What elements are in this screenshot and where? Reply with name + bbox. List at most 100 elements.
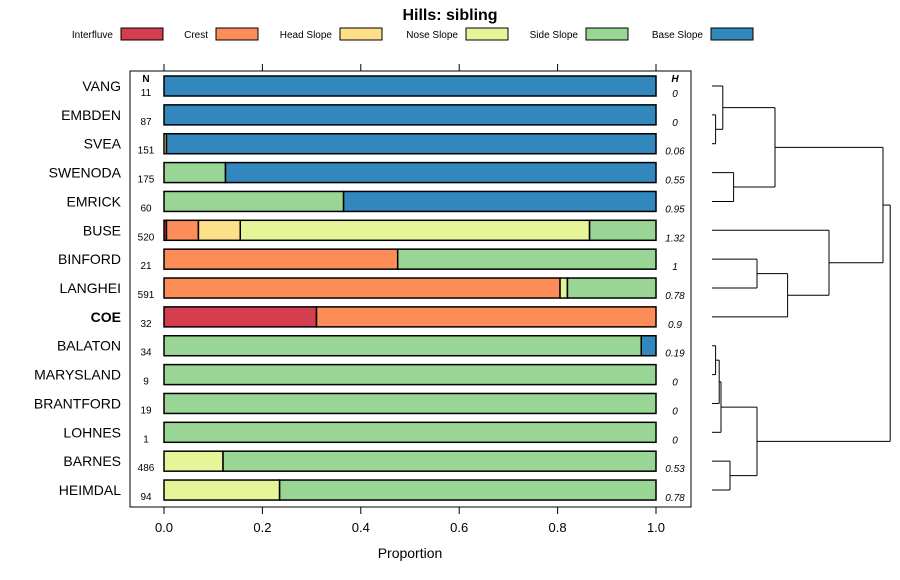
h-header: H (671, 74, 679, 85)
legend-swatch-crest (215, 27, 259, 41)
h-label-emrick: 0.95 (665, 204, 685, 215)
category-label-emrick: EMRICK (67, 193, 122, 209)
bar-buse-side-slope (588, 219, 657, 242)
bar-barnes-side-slope (222, 450, 657, 472)
category-label-barnes: BARNES (63, 453, 121, 469)
x-tick-label-2: 0.4 (352, 520, 370, 535)
bar-langhei-side-slope (566, 277, 657, 299)
n-label-brantford: 19 (140, 405, 152, 416)
category-labels: VANG EMBDEN SVEA SWENODA EMRICK BUSE BINFORD LA… (34, 78, 122, 498)
category-label-lohnes: LOHNES (63, 424, 121, 440)
legend-swatch-base-slope (710, 27, 754, 41)
h-label-heimdal: 0.78 (665, 493, 685, 504)
h-label-brantford: 0 (672, 406, 678, 417)
bar-vang-base-slope (163, 75, 657, 97)
n-label-barnes: 486 (138, 463, 155, 474)
x-axis: 0.0 0.2 0.4 0.6 0.8 1.0 (155, 507, 665, 535)
category-label-marysland: MARYSLAND (34, 367, 121, 383)
bar-buse-nose-slope (239, 219, 591, 242)
category-label-langhei: LANGHEI (60, 280, 121, 296)
h-label-vang: 0 (672, 89, 678, 100)
h-label-balaton: 0.19 (665, 349, 685, 360)
h-label-binford: 1 (672, 262, 678, 273)
legend-swatch-head-slope (339, 27, 383, 41)
bar-brantford-side-slope (163, 392, 657, 415)
x-tick-label-4: 0.8 (549, 520, 567, 535)
legend-label-head-slope: Head Slope (280, 30, 333, 41)
n-label-balaton: 34 (140, 348, 152, 359)
h-label-swenoda: 0.55 (665, 176, 685, 187)
legend-swatch-nose-slope (465, 27, 509, 41)
bar-coe-interfluve (163, 306, 318, 328)
legend: Interfluve Crest Head Slope Nose Slope Side … (72, 27, 754, 41)
bar-binford-side-slope (396, 248, 657, 270)
h-label-embden: 0 (672, 118, 678, 129)
bar-coe-crest (315, 306, 657, 328)
bar-marysland-side-slope (163, 363, 657, 386)
bar-langhei-nose-slope (559, 277, 569, 299)
n-label-heimdal: 94 (140, 492, 152, 503)
n-label-coe: 32 (140, 319, 152, 330)
h-label-barnes: 0.53 (665, 464, 685, 475)
category-label-balaton: BALATON (57, 338, 121, 354)
bar-balaton-side-slope (163, 334, 642, 357)
category-label-binford: BINFORD (58, 251, 121, 267)
h-labels: 0 0 0.06 0.55 0.95 1.32 1 0.78 0.9 0.19 0 0 0 0.53 0.7… (665, 89, 685, 504)
x-axis-label: Proportion (378, 545, 443, 561)
bar-binford-crest (163, 248, 399, 270)
x-tick-label-5: 1.0 (647, 520, 665, 535)
bar-svea-base-slope (165, 132, 657, 155)
h-label-lohnes: 0 (672, 435, 678, 446)
h-label-marysland: 0 (672, 378, 678, 389)
bar-buse-head-slope (197, 219, 242, 242)
legend-label-side-slope: Side Slope (530, 30, 579, 41)
legend-label-crest: Crest (184, 30, 208, 41)
n-label-langhei: 591 (138, 290, 155, 301)
n-label-binford: 21 (140, 261, 152, 272)
category-label-heimdal: HEIMDAL (59, 482, 121, 498)
legend-swatch-side-slope (585, 27, 629, 41)
h-label-svea: 0.06 (665, 147, 685, 158)
category-label-vang: VANG (82, 78, 121, 94)
n-label-embden: 87 (140, 117, 152, 128)
n-label-svea: 151 (138, 146, 155, 157)
x-tick-label-3: 0.6 (450, 520, 468, 535)
legend-label-base-slope: Base Slope (652, 30, 704, 41)
x-tick-label-0: 0.0 (155, 520, 173, 535)
n-header: N (142, 74, 149, 85)
n-label-emrick: 60 (140, 203, 152, 214)
bar-balaton-base-slope (640, 334, 657, 357)
bar-embden-base-slope (163, 104, 657, 126)
legend-swatch-interfluve (120, 27, 164, 41)
category-label-svea: SVEA (84, 136, 122, 152)
bar-heimdal-nose-slope (163, 479, 281, 501)
panel-frame (129, 70, 692, 508)
category-label-brantford: BRANTFORD (34, 395, 121, 411)
category-label-coe: COE (91, 309, 121, 325)
legend-label-interfluve: Interfluve (72, 30, 114, 41)
category-label-embden: EMBDEN (61, 107, 121, 123)
bar-emrick-side-slope (163, 190, 345, 213)
chart-title: Hills: sibling (402, 7, 497, 24)
n-label-lohnes: 1 (143, 434, 149, 445)
n-label-swenoda: 175 (138, 175, 155, 186)
bar-buse-crest (165, 219, 200, 242)
bar-swenoda-base-slope (224, 161, 657, 184)
dendrogram (712, 85, 891, 491)
n-label-buse: 520 (138, 232, 155, 243)
legend-label-nose-slope: Nose Slope (406, 30, 458, 41)
category-label-swenoda: SWENODA (49, 165, 122, 181)
bar-barnes-nose-slope (163, 450, 224, 472)
category-label-buse: BUSE (83, 222, 121, 238)
n-label-vang: 11 (141, 88, 152, 99)
bar-area (163, 75, 657, 501)
h-label-coe: 0.9 (668, 320, 682, 331)
bar-heimdal-side-slope (278, 479, 657, 501)
bar-langhei-crest (163, 277, 561, 299)
h-label-buse: 1.32 (665, 233, 685, 244)
bar-swenoda-side-slope (163, 161, 227, 184)
h-label-langhei: 0.78 (665, 291, 685, 302)
n-labels: 11 87 151 175 60 520 21 591 32 34 9 19 1 486 94 (138, 88, 155, 503)
bar-emrick-base-slope (342, 190, 657, 213)
